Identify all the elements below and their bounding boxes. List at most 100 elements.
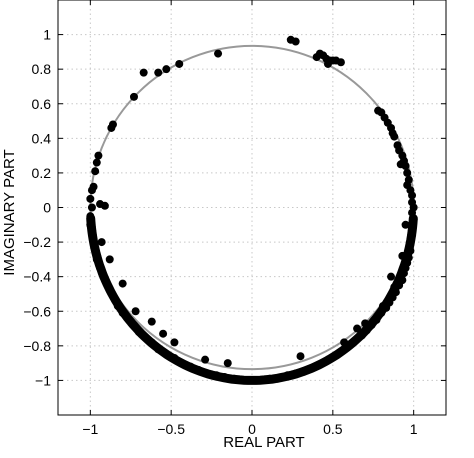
data-point — [94, 151, 103, 160]
y-tick-label: −1 — [35, 372, 51, 388]
data-point — [139, 68, 148, 77]
data-point — [387, 272, 396, 281]
data-point — [170, 353, 179, 362]
data-point — [265, 374, 274, 383]
data-point — [340, 338, 349, 347]
data-point — [408, 208, 417, 217]
data-point — [396, 160, 405, 169]
data-point — [131, 307, 140, 316]
data-point — [323, 355, 332, 364]
axis-ticks: −1 −0.5 0 0.5 1 1 0.8 0.6 0.4 0.2 0 −0.2 −0.4 −0.6 −0.… — [23, 0, 446, 437]
data-point — [307, 364, 316, 373]
data-point — [154, 68, 163, 77]
y-tick-label: 0.8 — [32, 61, 52, 77]
y-tick-label: 0.6 — [32, 96, 52, 112]
data-point — [97, 238, 106, 247]
data-point — [408, 231, 417, 240]
x-axis-label: REAL PART — [223, 434, 304, 451]
data-point — [89, 238, 98, 247]
data-point — [299, 367, 308, 376]
data-point — [403, 168, 412, 177]
data-point — [154, 345, 163, 354]
data-point — [96, 200, 105, 209]
data-point — [372, 315, 381, 324]
data-point — [176, 359, 185, 368]
data-point — [223, 359, 232, 368]
x-tick-label: 0 — [248, 421, 256, 437]
y-tick-label: −0.6 — [23, 303, 51, 319]
data-point — [87, 203, 96, 212]
data-point — [390, 283, 399, 292]
data-point — [377, 308, 386, 317]
data-point — [134, 328, 143, 336]
data-point — [291, 369, 300, 378]
data-point — [175, 59, 184, 68]
data-point — [91, 167, 100, 176]
y-axis-label: IMAGINARY PART — [1, 149, 18, 275]
data-point — [378, 302, 387, 311]
data-point — [141, 333, 150, 342]
data-point — [105, 255, 114, 264]
data-point — [170, 338, 179, 347]
data-point — [357, 331, 366, 340]
data-point — [118, 279, 127, 288]
y-tick-label: −0.2 — [23, 234, 51, 250]
x-tick-label: 0.5 — [323, 421, 343, 437]
data-point — [102, 279, 111, 288]
data-point — [89, 182, 98, 191]
data-point — [147, 338, 156, 347]
data-point — [406, 246, 415, 255]
data-point — [408, 191, 417, 200]
data-point — [408, 224, 417, 233]
data-point — [110, 295, 119, 304]
data-point — [283, 371, 292, 380]
data-point — [96, 264, 105, 273]
data-point — [296, 352, 305, 361]
data-points — [86, 35, 418, 385]
data-point — [401, 220, 410, 229]
data-point — [201, 355, 210, 364]
data-point — [315, 360, 324, 369]
data-point — [406, 239, 415, 248]
data-point — [105, 286, 114, 295]
data-point — [162, 350, 171, 359]
y-tick-label: 0.4 — [32, 130, 52, 146]
x-tick-label: 1 — [410, 421, 418, 437]
data-point — [118, 308, 127, 317]
data-point — [291, 37, 300, 46]
data-point — [92, 158, 101, 167]
data-point — [86, 212, 95, 221]
data-point — [202, 369, 211, 378]
data-point — [256, 376, 265, 385]
y-tick-label: −0.8 — [23, 338, 51, 354]
data-point — [214, 49, 223, 58]
data-point — [86, 194, 95, 203]
data-point — [129, 321, 138, 330]
data-point — [353, 324, 362, 333]
data-point — [367, 321, 376, 330]
data-point — [186, 362, 195, 371]
data-point — [220, 372, 229, 381]
data-point — [361, 319, 370, 328]
x-tick-label: −0.5 — [157, 421, 185, 437]
data-point — [362, 326, 371, 335]
data-point — [351, 336, 360, 345]
data-point — [390, 132, 399, 141]
data-point — [399, 269, 408, 278]
data-point — [91, 246, 100, 255]
y-tick-label: −0.4 — [23, 269, 51, 285]
data-point — [273, 374, 282, 383]
data-point — [230, 374, 239, 383]
data-point — [336, 58, 345, 67]
data-point — [248, 376, 256, 385]
data-point — [194, 366, 203, 375]
data-point — [86, 220, 95, 229]
data-point — [87, 229, 96, 238]
data-point — [113, 302, 122, 311]
data-point — [99, 272, 108, 281]
data-point — [409, 215, 418, 224]
data-point — [159, 329, 168, 338]
data-point — [129, 92, 138, 101]
